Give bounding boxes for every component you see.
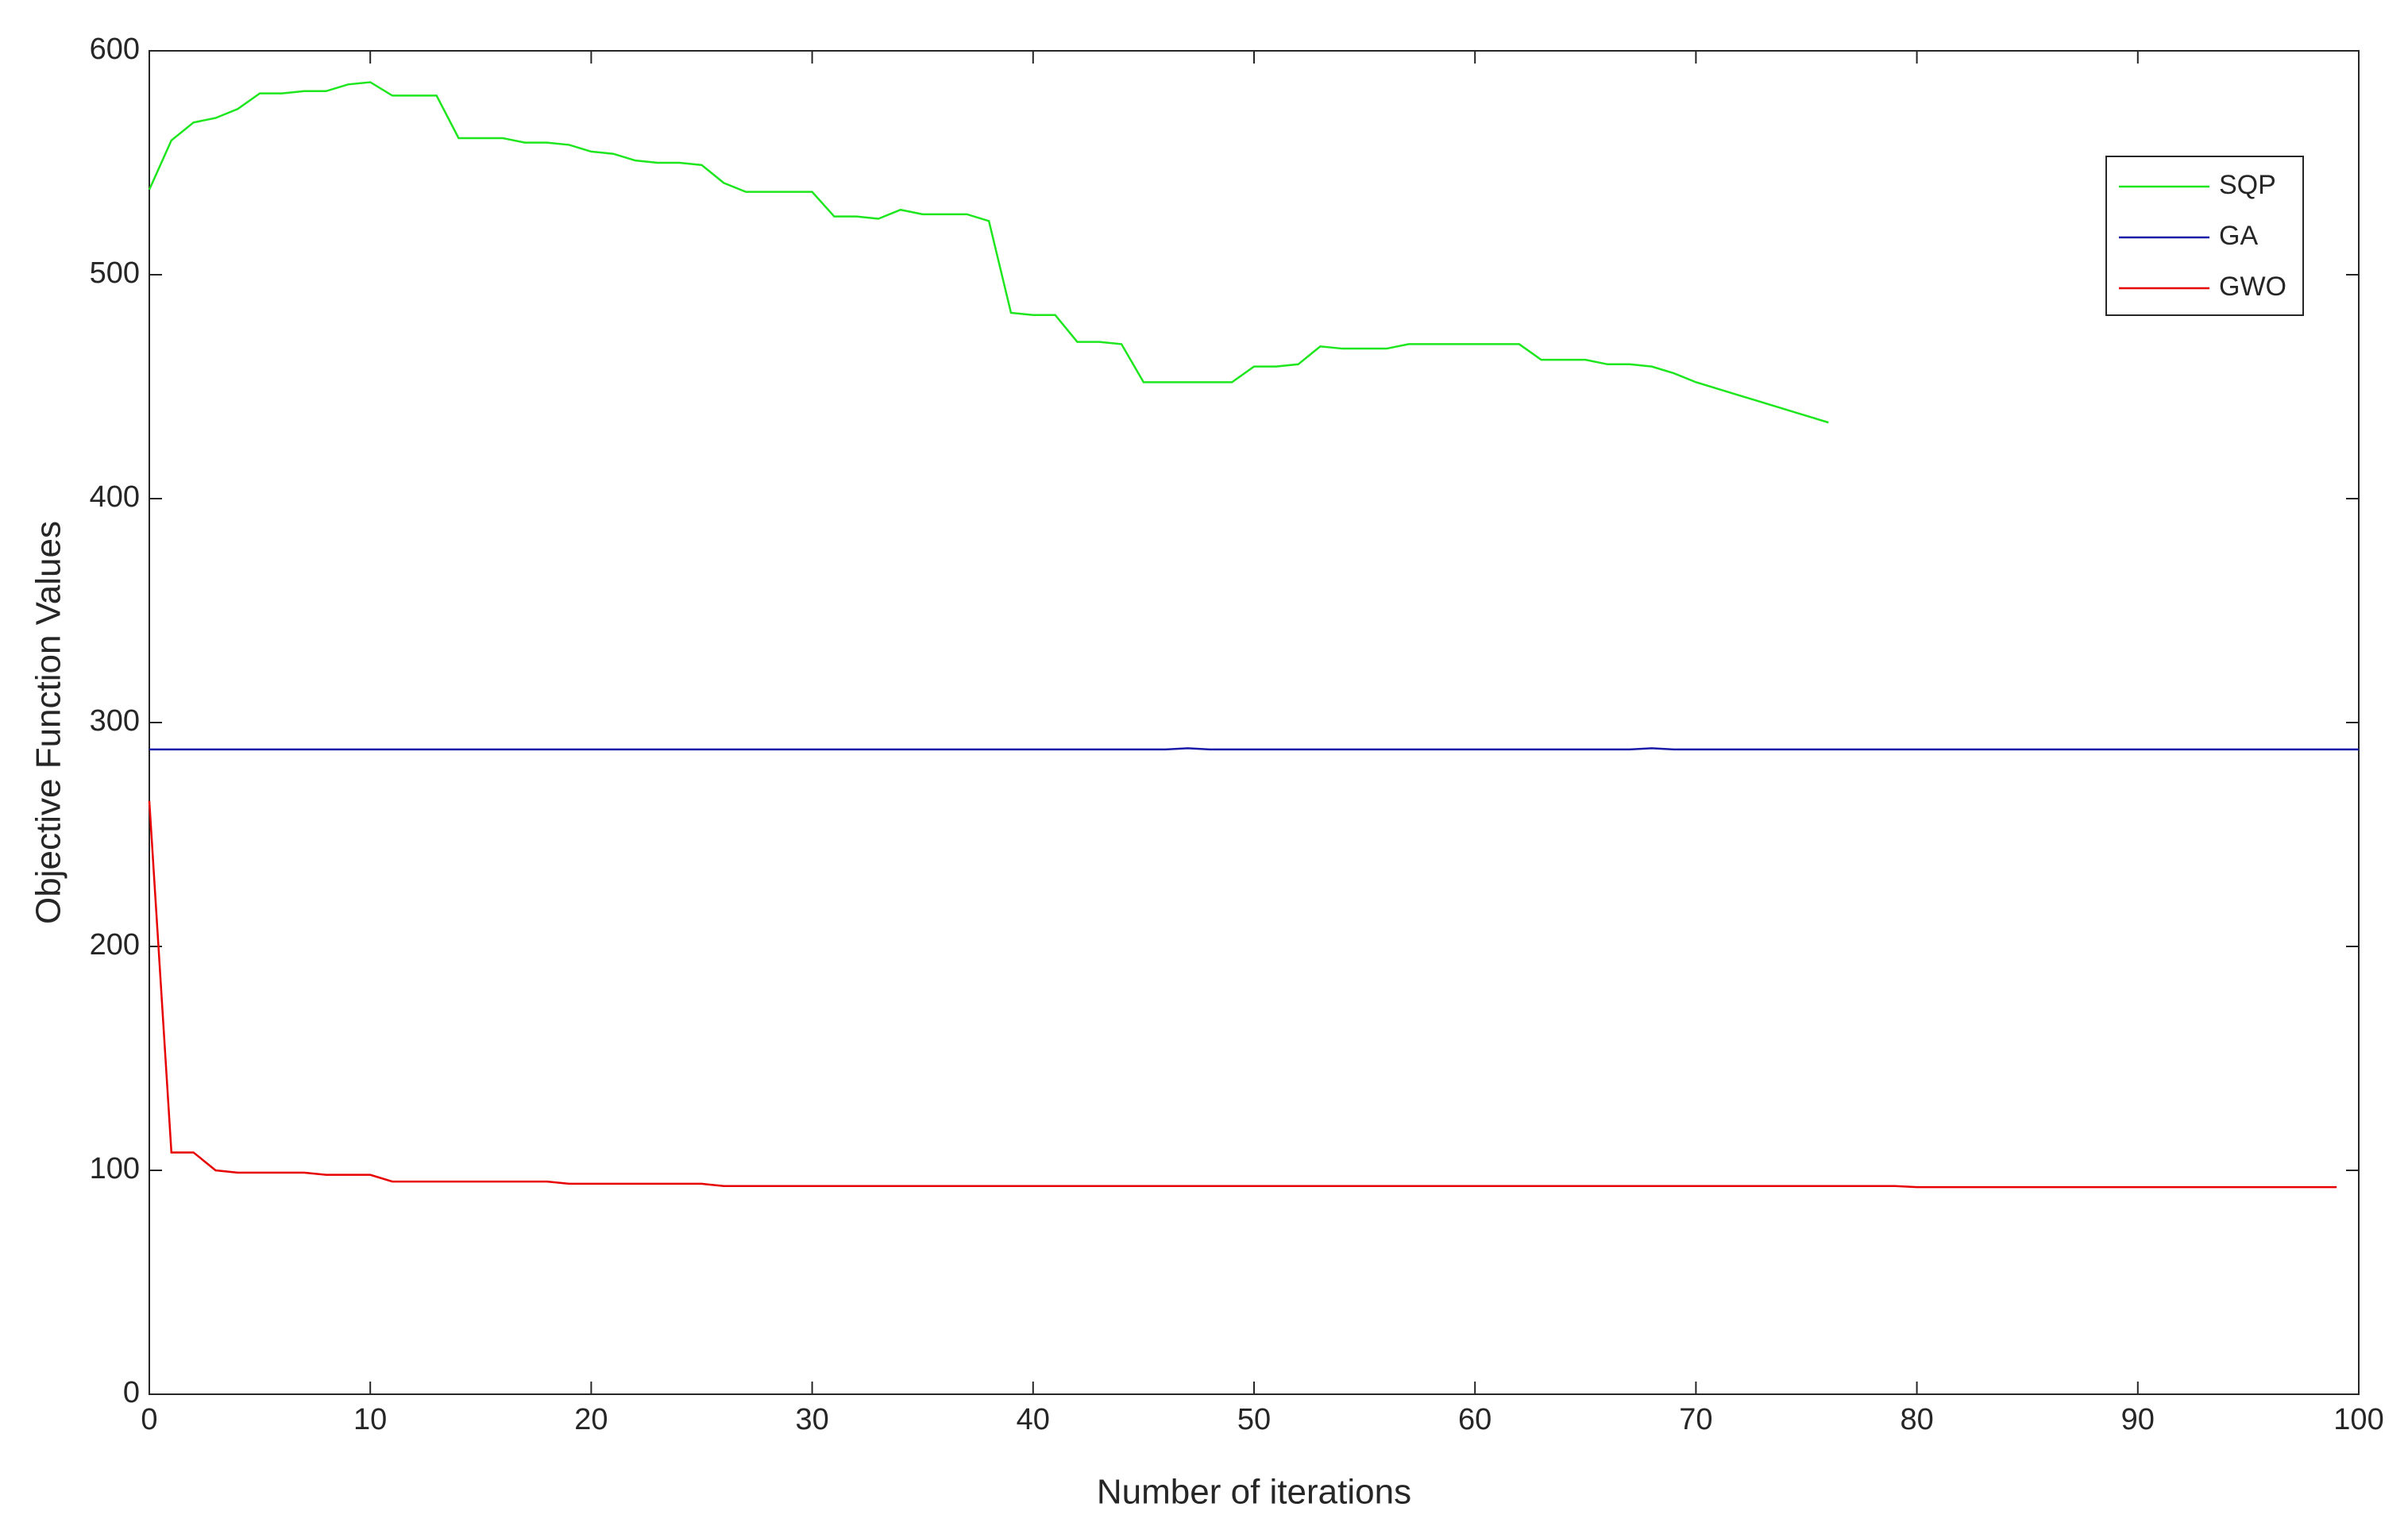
y-axis-label: Objective Function Values [29,521,68,924]
x-tick-label: 50 [1237,1403,1271,1436]
series-line [148,800,2337,1189]
x-tick-label: 30 [795,1403,828,1436]
x-tick-label: 0 [141,1403,157,1436]
y-tick-label: 200 [90,928,140,962]
legend-label: GWO [2219,272,2286,302]
x-tick-label: 100 [2333,1403,2383,1436]
series-line [149,747,2359,751]
y-tick-label: 100 [90,1152,140,1185]
y-tick-label: 500 [90,256,140,290]
x-tick-label: 10 [353,1403,387,1436]
x-tick-label: 20 [574,1403,608,1436]
series-line [148,81,1829,424]
x-tick-label: 60 [1458,1403,1491,1436]
x-tick-label: 70 [1679,1403,1712,1436]
legend-label: SQP [2219,170,2276,200]
x-axis-label: Number of iterations [1097,1473,1411,1512]
x-tick-label: 80 [1900,1403,1933,1436]
y-tick-label: 0 [123,1376,140,1409]
plot-frame [149,50,2360,1395]
y-tick-label: 300 [90,704,140,738]
x-tick-label: 90 [2121,1403,2155,1436]
y-tick-label: 400 [90,480,140,514]
y-tick-label: 600 [90,33,140,66]
legend-label: GA [2219,221,2258,251]
x-tick-label: 40 [1017,1403,1050,1436]
